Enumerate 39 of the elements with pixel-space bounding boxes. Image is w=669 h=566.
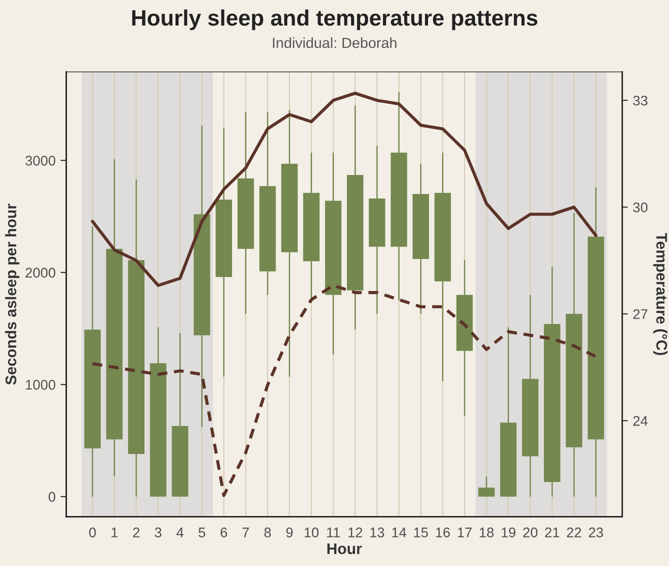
x-tick-label: 20 bbox=[523, 528, 538, 538]
y-tick-label: 1000 bbox=[26, 380, 56, 390]
x-tick-label: 1 bbox=[112, 528, 118, 538]
x-tick-label: 17 bbox=[458, 528, 472, 538]
x-tick-label: 23 bbox=[588, 528, 604, 538]
x-tick-label: 22 bbox=[566, 528, 582, 538]
x-tick-label: 18 bbox=[480, 528, 494, 538]
x-tick-label: 11 bbox=[327, 528, 340, 538]
x-tick-label: 21 bbox=[545, 528, 560, 538]
x-tick-label: 9 bbox=[286, 528, 293, 538]
y-axis-title: Seconds asleep per hour bbox=[5, 204, 20, 385]
x-tick-label: 14 bbox=[392, 528, 406, 538]
x-tick-label: 5 bbox=[198, 528, 206, 538]
x-tick-label: 10 bbox=[304, 528, 319, 538]
x-axis-title: Hour bbox=[327, 543, 362, 554]
y2-tick-label: 33 bbox=[633, 96, 648, 106]
x-tick-label: 7 bbox=[242, 528, 249, 538]
x-tick-label: 12 bbox=[348, 528, 362, 538]
x-tick-label: 8 bbox=[264, 528, 271, 538]
y2-tick-label: 30 bbox=[633, 202, 648, 212]
x-tick-label: 6 bbox=[220, 528, 228, 538]
y2-tick-label: 24 bbox=[633, 416, 648, 426]
x-tick-label: 4 bbox=[176, 528, 184, 538]
y-tick-label: 0 bbox=[48, 492, 56, 502]
y2-axis-title: Temperature (°C) bbox=[653, 233, 668, 356]
x-tick-label: 15 bbox=[414, 528, 428, 538]
x-tick-label: 3 bbox=[154, 528, 162, 538]
x-tick-label: 2 bbox=[133, 528, 140, 538]
line-series bbox=[90, 284, 598, 497]
chart-title: Hourly sleep and temperature patterns bbox=[132, 9, 538, 30]
x-tick-label: 19 bbox=[502, 528, 516, 538]
x-tick-label: 0 bbox=[89, 528, 96, 538]
y2-tick-label: 27 bbox=[633, 309, 648, 319]
x-tick-label: 16 bbox=[436, 528, 450, 538]
y-tick-label: 3000 bbox=[25, 156, 56, 166]
x-tick-label: 13 bbox=[370, 528, 384, 538]
line-series bbox=[90, 92, 598, 287]
chart-subtitle: Individual: Deborah bbox=[273, 37, 396, 48]
y-tick-label: 2000 bbox=[26, 268, 56, 278]
